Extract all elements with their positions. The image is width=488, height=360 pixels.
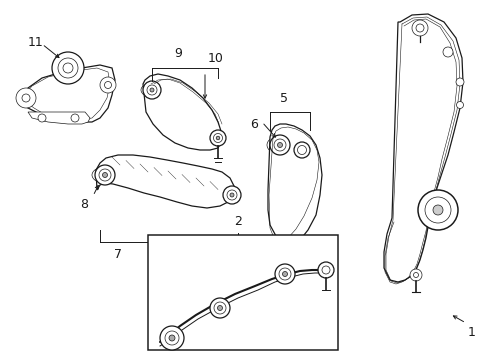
Circle shape [226, 190, 237, 200]
Text: 9: 9 [174, 47, 182, 60]
Polygon shape [267, 124, 321, 245]
Polygon shape [142, 74, 222, 150]
Circle shape [297, 145, 306, 154]
Circle shape [147, 85, 157, 95]
Circle shape [169, 335, 175, 341]
Circle shape [52, 52, 84, 84]
Circle shape [279, 268, 290, 280]
Ellipse shape [141, 83, 163, 97]
Circle shape [142, 81, 161, 99]
Circle shape [432, 205, 442, 215]
Bar [148, 235, 337, 350]
Circle shape [63, 63, 73, 73]
Polygon shape [383, 14, 462, 282]
Circle shape [313, 239, 318, 244]
Circle shape [16, 88, 36, 108]
Circle shape [293, 142, 309, 158]
Circle shape [223, 186, 241, 204]
Text: 11: 11 [28, 36, 43, 49]
Circle shape [282, 271, 287, 276]
Text: 6: 6 [250, 118, 258, 131]
Circle shape [95, 165, 115, 185]
Circle shape [209, 130, 225, 146]
Polygon shape [18, 65, 115, 122]
Circle shape [22, 94, 30, 102]
Circle shape [150, 88, 154, 92]
Circle shape [456, 102, 463, 108]
Circle shape [38, 114, 46, 122]
Circle shape [102, 172, 107, 177]
Polygon shape [28, 112, 90, 124]
Ellipse shape [291, 143, 311, 157]
Circle shape [104, 81, 111, 89]
Circle shape [214, 302, 225, 314]
Circle shape [274, 264, 294, 284]
Text: 4: 4 [184, 252, 192, 265]
Text: 1: 1 [467, 326, 475, 339]
Circle shape [217, 306, 222, 310]
Circle shape [424, 197, 450, 223]
Circle shape [160, 326, 183, 350]
Circle shape [415, 24, 423, 32]
Circle shape [417, 190, 457, 230]
Text: 7: 7 [114, 248, 122, 261]
Ellipse shape [92, 167, 118, 183]
Text: 10: 10 [207, 52, 224, 65]
Circle shape [209, 298, 229, 318]
Circle shape [277, 143, 282, 148]
Ellipse shape [266, 136, 292, 154]
Circle shape [455, 78, 463, 86]
Circle shape [213, 134, 222, 143]
Circle shape [269, 135, 289, 155]
Circle shape [273, 139, 285, 151]
Circle shape [411, 20, 427, 36]
Circle shape [100, 77, 116, 93]
Circle shape [99, 169, 111, 181]
Circle shape [321, 266, 329, 274]
Text: 2: 2 [234, 215, 242, 228]
Circle shape [409, 269, 421, 281]
Polygon shape [96, 155, 234, 208]
Circle shape [442, 47, 452, 57]
Circle shape [58, 58, 78, 78]
Circle shape [413, 273, 418, 278]
Text: 3: 3 [267, 261, 275, 274]
Text: 8: 8 [80, 198, 88, 211]
Circle shape [164, 331, 179, 345]
Circle shape [317, 262, 333, 278]
Circle shape [229, 193, 234, 197]
Circle shape [309, 236, 321, 248]
Circle shape [71, 114, 79, 122]
Circle shape [216, 136, 219, 140]
Text: 5: 5 [280, 92, 287, 105]
